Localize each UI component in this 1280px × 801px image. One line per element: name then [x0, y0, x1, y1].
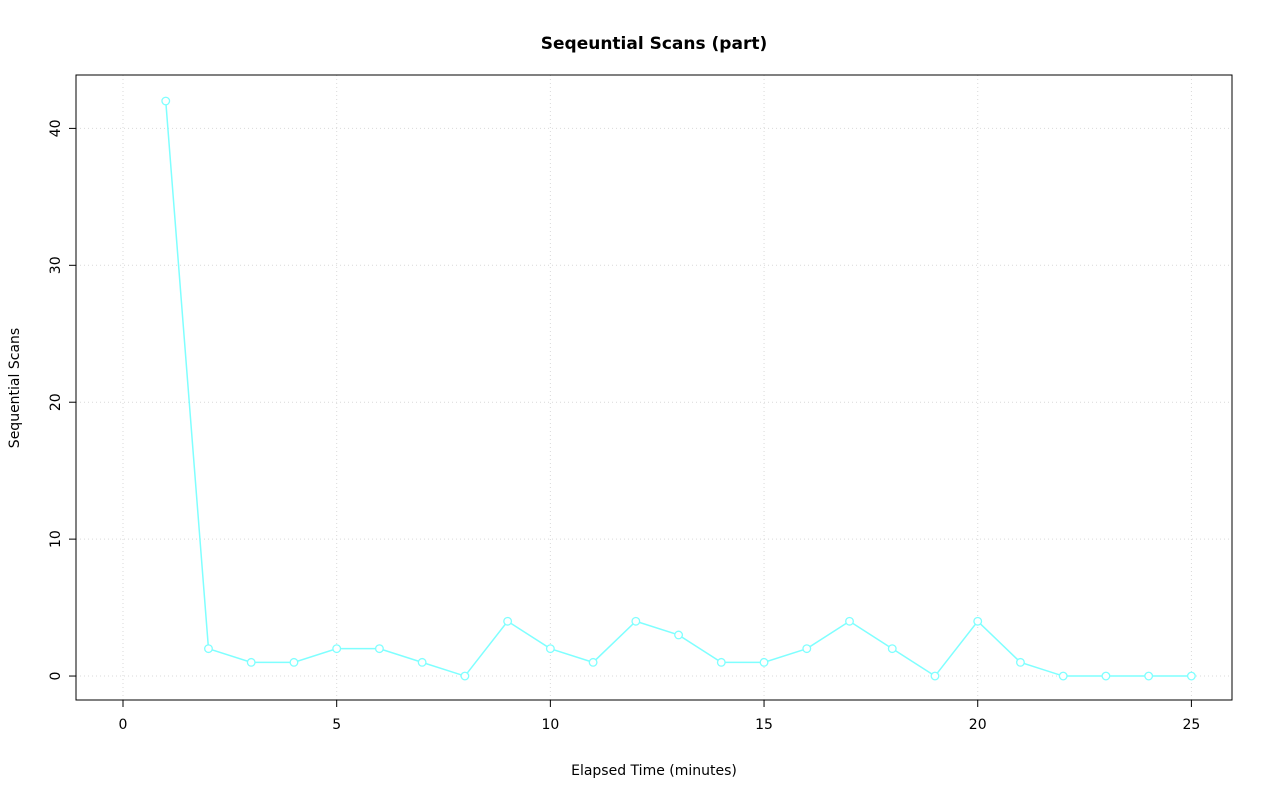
data-point-marker [588, 657, 598, 667]
y-tick-label: 40 [48, 119, 64, 137]
data-point-marker [204, 644, 213, 654]
y-axis-label: Sequential Scans [7, 328, 23, 448]
data-point-marker [374, 644, 384, 654]
data-point-marker [631, 616, 641, 626]
data-point-marker [802, 644, 812, 654]
data-point-marker [246, 657, 256, 667]
y-tick-label: 0 [48, 672, 64, 681]
plot-border [75, 74, 1233, 701]
data-point-marker [289, 657, 299, 667]
data-point-marker [930, 671, 940, 681]
series-line [164, 100, 1192, 678]
data-point-marker [1186, 671, 1196, 681]
data-point-marker [1101, 671, 1111, 681]
data-point-marker [417, 657, 427, 667]
x-axis-label: Elapsed Time (minutes) [571, 763, 737, 779]
y-tick-label: 20 [48, 393, 64, 411]
data-point-marker [759, 657, 769, 667]
data-point-marker [1058, 671, 1068, 681]
gridlines [76, 75, 1232, 700]
data-point-marker [887, 644, 897, 654]
data-point-marker [161, 96, 171, 106]
data-point-marker [674, 630, 684, 640]
data-point-marker [716, 657, 726, 667]
x-tick-label: 10 [541, 717, 559, 733]
x-tick-label: 5 [332, 717, 341, 733]
data-point-marker [973, 616, 983, 626]
y-tick-label: 30 [48, 256, 64, 274]
data-point-marker [503, 616, 513, 626]
axes: 0 5 10 15 20 25 0 10 20 30 40 [48, 74, 1233, 733]
y-tick-label: 10 [48, 530, 64, 548]
x-tick-label: 15 [755, 717, 773, 733]
chart-title: Seqeuntial Scans (part) [541, 34, 767, 54]
x-tick-label: 0 [119, 717, 128, 733]
data-series [161, 96, 1196, 681]
data-point-marker [460, 671, 470, 681]
data-point-marker [1016, 657, 1025, 667]
data-point-marker [1144, 671, 1154, 681]
data-point-marker [845, 616, 854, 626]
data-point-marker [545, 644, 555, 654]
x-tick-label: 20 [969, 717, 987, 733]
x-tick-label: 25 [1182, 717, 1200, 733]
data-point-marker [332, 644, 342, 654]
